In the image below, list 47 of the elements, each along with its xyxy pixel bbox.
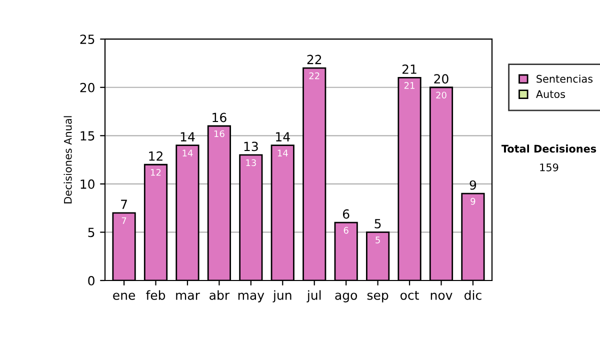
- text: Total Decisiones: [501, 144, 596, 153]
- annotation: 13: [244, 142, 258, 152]
- annotation: 21: [402, 64, 416, 74]
- x-tick-label: sep: [367, 292, 388, 302]
- annotation: 14: [180, 132, 195, 142]
- y-tick-label: 0: [88, 276, 94, 286]
- annotation: 9: [470, 180, 476, 190]
- y-tick-label: 15: [80, 131, 94, 141]
- data-label: 20: [436, 92, 446, 99]
- data-label: 14: [182, 150, 193, 156]
- data-label: 21: [404, 82, 414, 89]
- data-label: 13: [246, 159, 256, 166]
- data-label: 5: [376, 236, 380, 244]
- annotation: 5: [374, 219, 381, 228]
- x-tick-label: nov: [430, 292, 452, 300]
- annotation: 14: [276, 132, 290, 142]
- annotation: 12: [149, 151, 162, 161]
- annotation: 7: [121, 200, 127, 209]
- x-tick-label: jun: [272, 290, 292, 302]
- x-tick-label: oct: [400, 290, 419, 300]
- y-axis-title: Decisiones Anual: [64, 116, 72, 204]
- data-label: 16: [214, 130, 224, 138]
- x-tick-label: ago: [335, 292, 358, 302]
- data-label: 9: [470, 198, 476, 205]
- y-tick-label: 10: [80, 179, 94, 189]
- y-tick-label: 20: [80, 82, 94, 92]
- data-label: 12: [151, 168, 161, 176]
- x-tick-label: mar: [176, 292, 200, 300]
- data-label: 14: [278, 150, 288, 156]
- x-tick-label: dic: [464, 290, 482, 300]
- annotation: 20: [434, 74, 448, 84]
- y-tick-label: 5: [88, 228, 94, 238]
- y-tick-label: 25: [80, 34, 94, 44]
- annotation: 22: [307, 54, 322, 64]
- x-tick-label: ene: [113, 292, 136, 300]
- data-label: 22: [309, 72, 320, 80]
- legend-label: Sentencias: [536, 74, 593, 83]
- data-label: 7: [122, 217, 126, 224]
- x-tick-label: may: [238, 292, 264, 302]
- legend-label: Autos: [536, 90, 566, 98]
- text: 159: [540, 163, 558, 172]
- x-tick-label: abr: [210, 290, 230, 300]
- annotation: 6: [342, 209, 350, 219]
- annotation: 16: [212, 112, 226, 122]
- x-tick-label: jul: [306, 290, 321, 302]
- x-tick-label: feb: [146, 290, 166, 300]
- data-label: 6: [344, 226, 348, 234]
